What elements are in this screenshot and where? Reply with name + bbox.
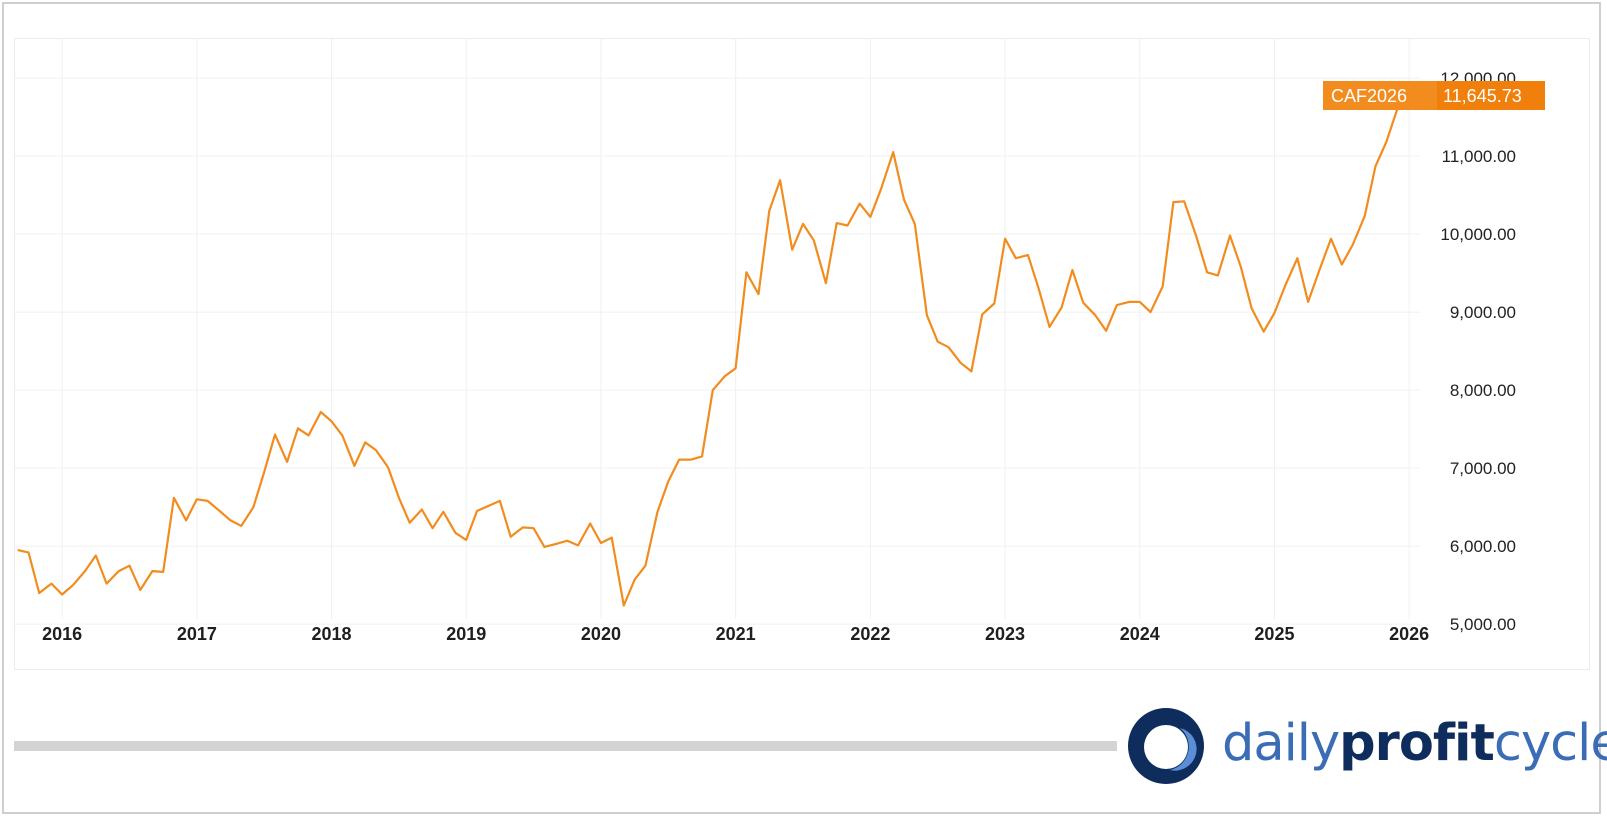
chart-panel: 5,000.00 6,000.00 7,000.00 8,000.00 9,000.00… [14, 38, 1590, 670]
y-tick-label: 8,000.00 [1450, 381, 1516, 400]
logo-word-daily: daily [1222, 714, 1340, 773]
y-tick-label: 6,000.00 [1450, 537, 1516, 556]
x-tick-label: 2025 [1254, 624, 1294, 644]
y-tick-label: 7,000.00 [1450, 459, 1516, 478]
y-axis-ticks: 5,000.00 6,000.00 7,000.00 8,000.00 9,000.00… [1440, 69, 1516, 634]
x-tick-label: 2019 [446, 624, 486, 644]
badge-value-bg [1437, 81, 1545, 110]
y-tick-label: 5,000.00 [1450, 615, 1516, 634]
y-tick-label: 11,000.00 [1442, 147, 1516, 166]
series-line [17, 105, 1400, 607]
x-axis-ticks: 2016 2017 2018 2019 2020 2021 2022 2023 2024 2025… [42, 624, 1429, 644]
x-tick-label: 2024 [1120, 624, 1160, 644]
x-tick-label: 2016 [42, 624, 82, 644]
badge-ticker-label: CAF2026 [1331, 86, 1407, 106]
x-tick-label: 2017 [177, 624, 217, 644]
x-tick-label: 2020 [581, 624, 621, 644]
y-tick-label: 9,000.00 [1450, 303, 1516, 322]
x-tick-label: 2021 [716, 624, 756, 644]
y-tick-label: 10,000.00 [1440, 225, 1516, 244]
x-tick-label: 2023 [985, 624, 1025, 644]
logo-word-profit: profit [1339, 714, 1495, 773]
badge-value-label: 11,645.73 [1443, 86, 1522, 106]
x-tick-label: 2026 [1389, 624, 1429, 644]
last-value-badge: CAF2026 11,645.73 [1323, 81, 1545, 110]
price-chart: 5,000.00 6,000.00 7,000.00 8,000.00 9,000.00… [15, 39, 1545, 644]
logo-word-cycle: cycle [1493, 714, 1607, 773]
footer-divider-bar [14, 741, 1117, 751]
x-tick-label: 2022 [850, 624, 890, 644]
grid-lines [15, 39, 1420, 625]
logo-icon [1128, 708, 1204, 784]
x-tick-label: 2018 [312, 624, 352, 644]
badge-ticker-bg [1323, 81, 1437, 110]
logo-wordmark: dailyprofitcycle [1222, 714, 1607, 773]
